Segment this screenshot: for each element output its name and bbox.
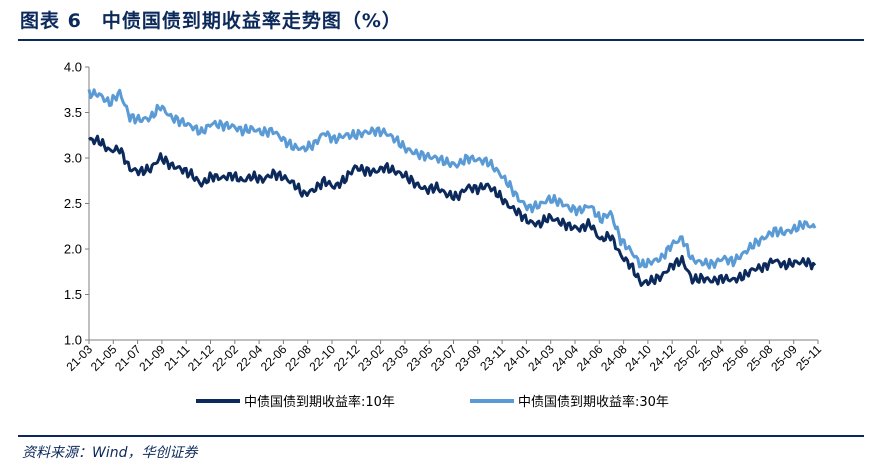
x-tick-label: 23-07 [428,342,460,374]
x-tick-label: 25-04 [695,342,727,374]
x-tick-label: 25-11 [793,342,824,373]
line-chart: 4.0 3.5 3.0 2.5 2.0 1.5 1.0 21-0321-0521-0721-… [64,60,825,411]
y-tick-label: 1.0 [64,333,82,348]
bottom-rule [18,435,864,437]
legend: 中债国债到期收益率:10年 中债国债到期收益率:30年 [196,394,669,410]
x-tick-label: 23-11 [477,342,508,373]
x-axis: 21-0321-0521-0721-0921-1121-1222-0222-04… [64,339,824,374]
series-line-30y [87,88,817,270]
y-tick-label: 3.0 [64,151,82,166]
y-tick-label: 1.5 [64,287,82,302]
x-tick-label: 22-06 [258,342,290,374]
x-tick-label: 22-04 [234,342,266,374]
legend-label-10y: 中债国债到期收益率:10年 [244,394,395,410]
x-tick-label: 23-05 [404,342,436,374]
x-tick-label: 21-05 [88,342,120,374]
x-tick-label: 21-11 [161,342,192,373]
x-tick-label: 23-09 [452,342,484,374]
x-tick-label: 25-06 [720,342,752,374]
x-tick-label: 24-06 [574,342,606,374]
x-tick-label: 21-09 [136,342,168,374]
x-tick-label: 22-10 [307,342,339,374]
x-tick-label: 25-02 [671,342,703,374]
chart-title: 图表 6 中债国债到期收益率走势图（%） [20,10,402,32]
x-tick-label: 24-12 [647,342,679,374]
y-axis: 4.0 3.5 3.0 2.5 2.0 1.5 1.0 [64,60,90,348]
series-layer [87,88,817,287]
x-tick-label: 24-03 [525,342,557,374]
x-tick-label: 22-08 [282,342,314,374]
top-rule [18,39,864,41]
x-tick-label: 21-12 [185,342,217,374]
x-tick-label: 23-02 [355,342,387,374]
y-tick-label: 2.0 [64,242,82,257]
y-tick-label: 4.0 [64,60,82,75]
y-tick-label: 3.5 [64,105,82,120]
x-tick-label: 22-12 [331,342,363,374]
x-tick-label: 24-10 [622,342,654,374]
x-tick-label: 24-01 [501,342,533,374]
x-tick-label: 24-08 [598,342,630,374]
x-tick-label: 22-02 [209,342,241,374]
series-line-10y [88,134,817,287]
x-tick-label: 25-09 [768,342,800,374]
y-tick-label: 2.5 [64,196,82,211]
x-tick-label: 23-03 [379,342,411,374]
source-note: 资料来源：Wind，华创证券 [22,445,198,461]
legend-label-30y: 中债国债到期收益率:30年 [518,394,669,410]
x-tick-label: 25-08 [744,342,776,374]
x-tick-label: 21-07 [112,342,144,374]
x-tick-label: 24-04 [550,342,582,374]
